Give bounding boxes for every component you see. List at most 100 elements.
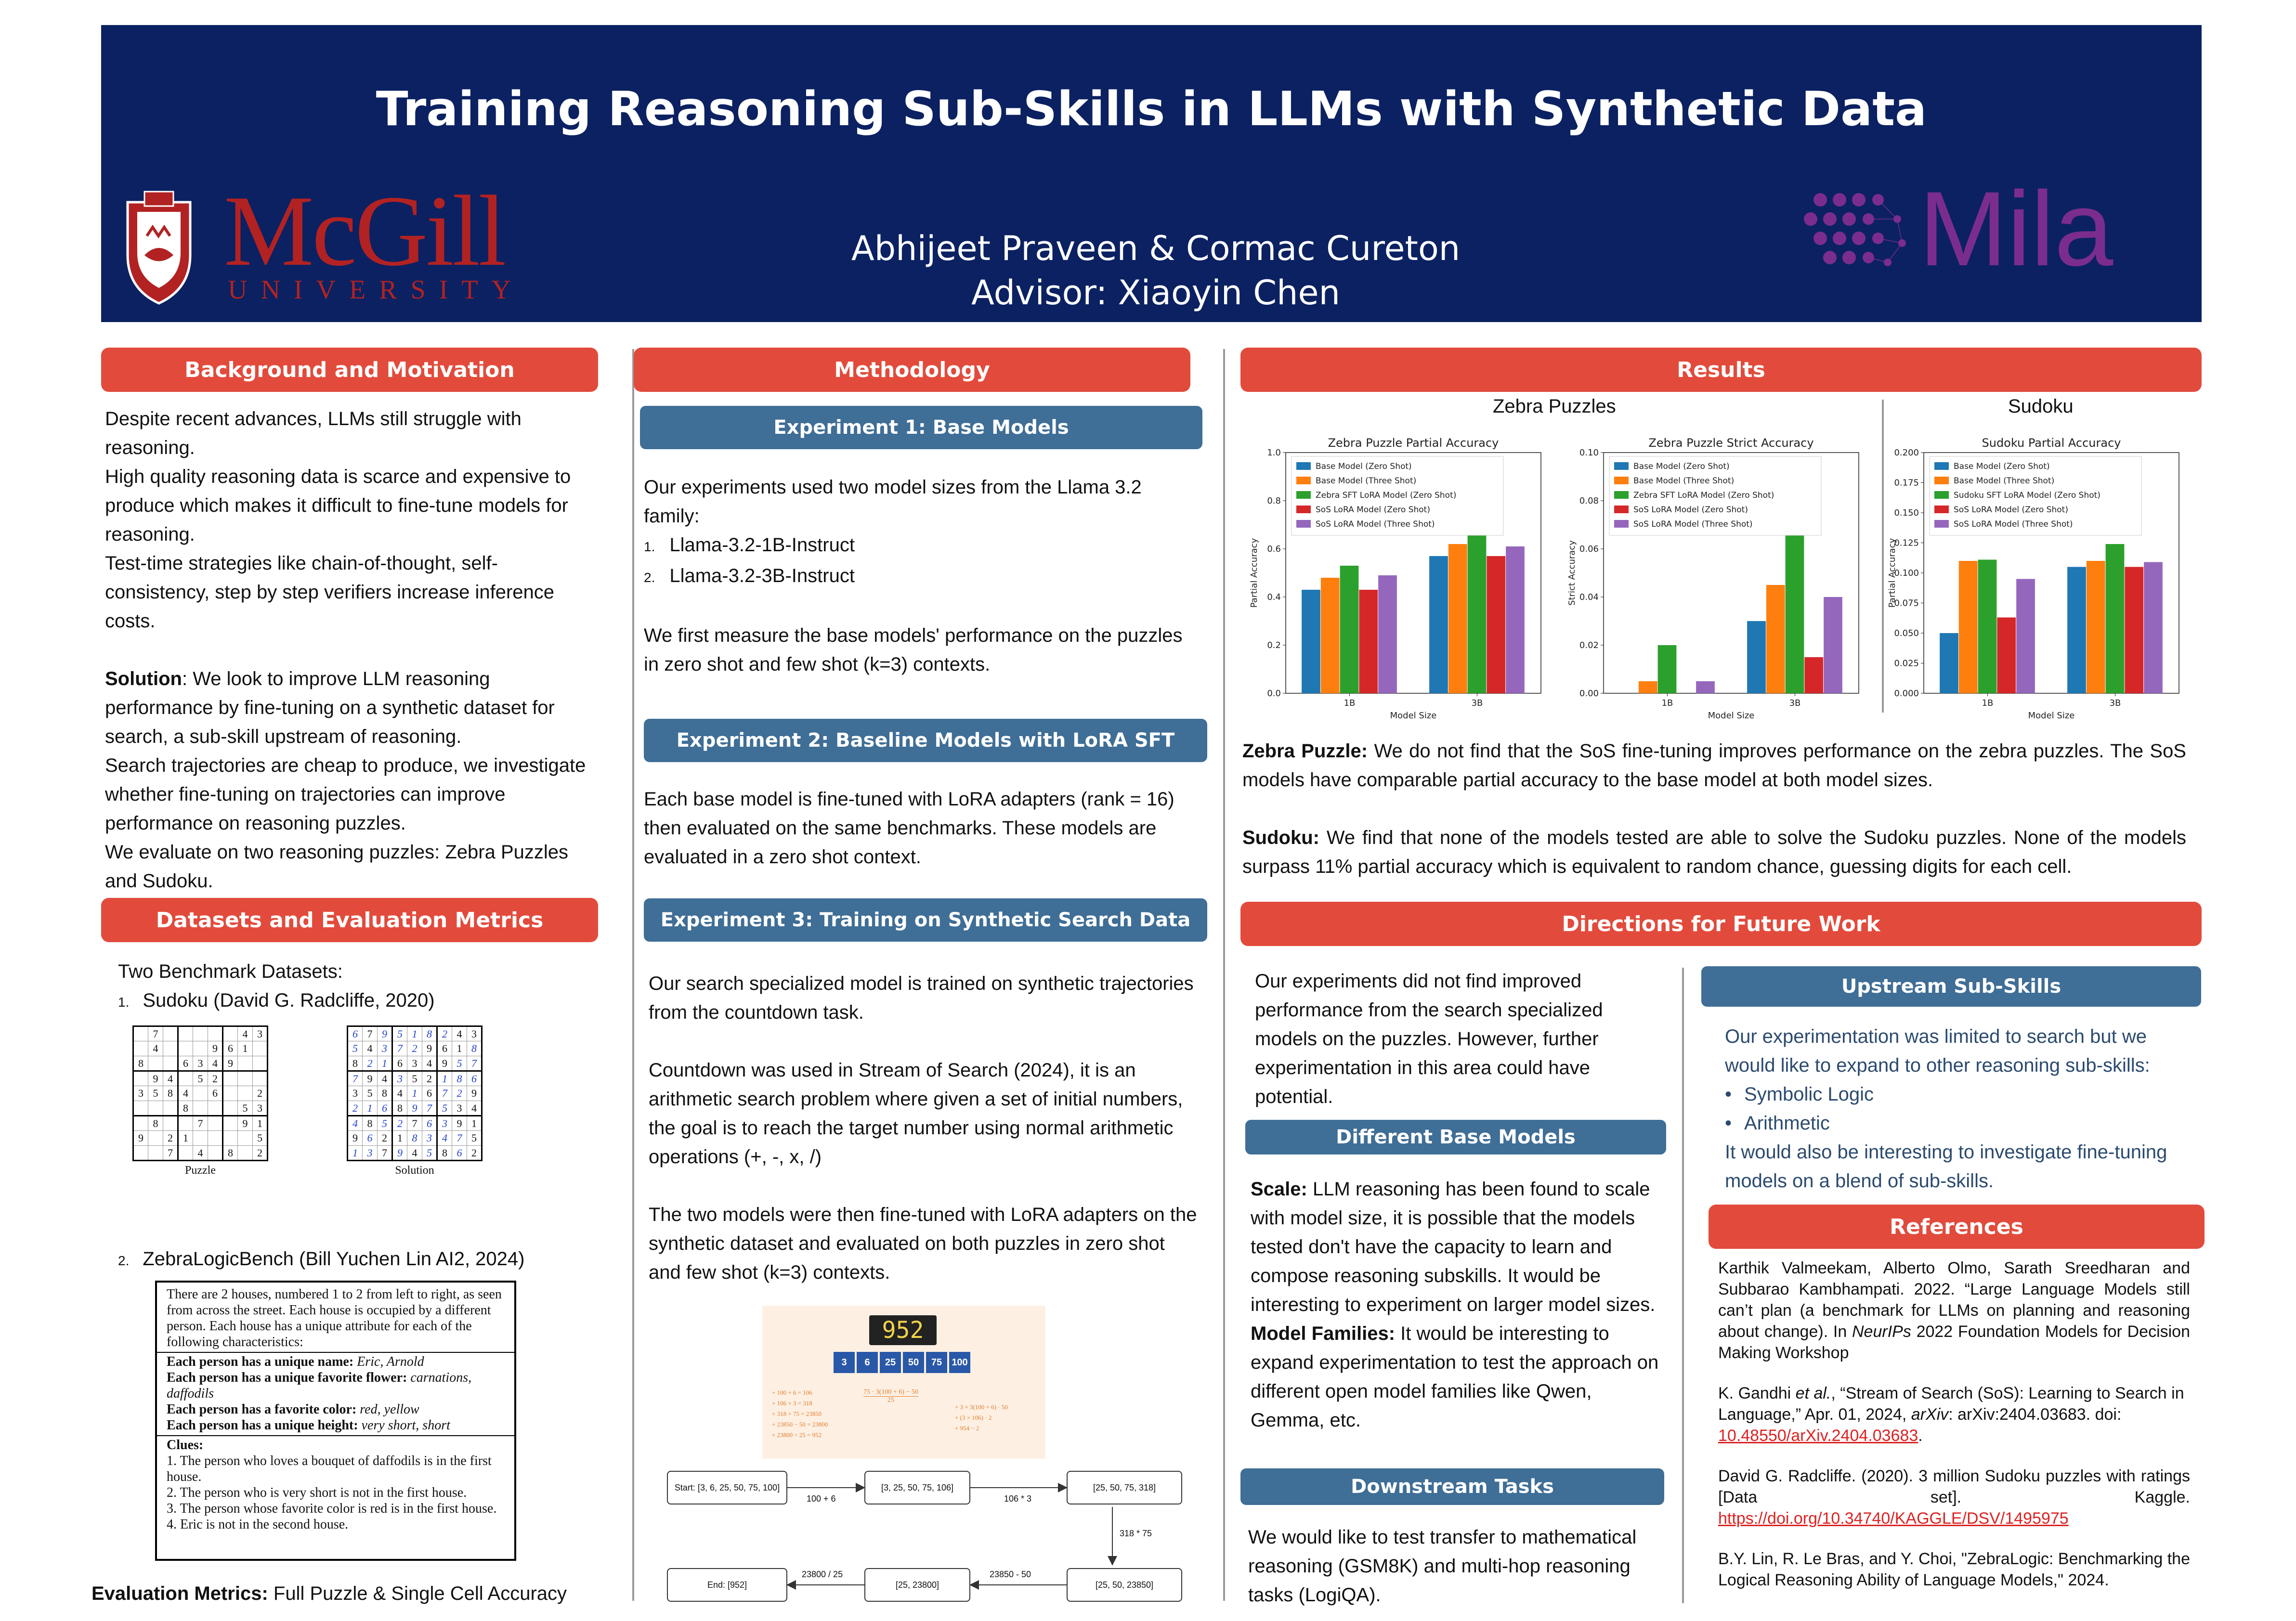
sudoku-cell xyxy=(237,1130,253,1146)
sudoku-cell: 7 xyxy=(148,1025,163,1041)
sudoku-cell: 3 xyxy=(362,1145,378,1161)
legend-frame xyxy=(1291,456,1504,536)
y-tick-label: 0.175 xyxy=(1894,478,1919,488)
reference-3-doi-link[interactable]: https://doi.org/10.34740/KAGGLE/DSV/1495… xyxy=(1718,1509,2069,1528)
y-tick-label: 0.00 xyxy=(1579,688,1599,699)
legend-entry: Sudoku SFT LoRA Model (Zero Shot) xyxy=(1954,491,2100,500)
sudoku-cell: 5 xyxy=(252,1130,268,1146)
sudoku-cell: 5 xyxy=(422,1145,438,1161)
sudoku-cell: 7 xyxy=(437,1086,452,1101)
countdown-step-line: + 100 + 6 = 106 xyxy=(772,1389,812,1396)
poster-title: Training Reasoning Sub-Skills in LLMs wi… xyxy=(376,82,1927,137)
sudoku-cell: 2 xyxy=(252,1145,268,1161)
sudoku-cell: 8 xyxy=(407,1130,422,1146)
zebra-attr-1: Each person has a unique name: Eric, Arn… xyxy=(167,1354,424,1369)
bar xyxy=(2125,567,2144,693)
exp3-p3: The two models were then fine-tuned with… xyxy=(649,1204,1197,1283)
chart-legend: Base Model (Zero Shot) Base Model (Three … xyxy=(1929,456,2142,536)
countdown-steps: + 100 + 6 = 106 + 106 × 3 = 318 + 318 + 75… xyxy=(772,1388,828,1440)
sudoku-cell xyxy=(237,1071,253,1086)
legend-swatch xyxy=(1614,520,1629,528)
sudoku-cell: 1 xyxy=(467,1115,483,1131)
sudoku-cell xyxy=(193,1041,208,1056)
countdown-number-tile: 25 xyxy=(880,1352,901,1373)
flow-node-3: [25, 50, 75, 318] xyxy=(1067,1471,1182,1504)
bar xyxy=(1824,597,1842,693)
y-tick-label: 0.100 xyxy=(1894,568,1919,578)
reference-2-doi-link[interactable]: 10.48550/arXiv.2404.03683 xyxy=(1718,1426,1918,1445)
sudoku-cell: 4 xyxy=(422,1056,438,1072)
chart-sudoku-partial-svg: Sudoku Partial Accuracy 0.000 0.025 0.050 0.… xyxy=(1887,436,2179,721)
legend-swatch xyxy=(1934,520,1949,528)
countdown-step-line: + 23800 ÷ 25 = 952 xyxy=(772,1431,822,1439)
sudoku-cell xyxy=(208,1130,223,1146)
x-tick-label: 3B xyxy=(1789,698,1801,708)
sudoku-cell xyxy=(222,1025,238,1041)
zebra-intro: There are 2 houses, numbered 1 to 2 from… xyxy=(167,1287,502,1349)
legend-swatch xyxy=(1934,477,1949,484)
sudoku-cell xyxy=(193,1025,208,1041)
bar xyxy=(1467,532,1487,693)
sudoku-cell: 4 xyxy=(237,1025,253,1041)
bar xyxy=(1506,546,1525,693)
sudoku-cell xyxy=(148,1130,163,1146)
sudoku-cell: 9 xyxy=(208,1041,223,1056)
flow-op-2: 106 * 3 xyxy=(1004,1494,1032,1504)
sudoku-cell: 5 xyxy=(362,1086,378,1101)
sudoku-cell xyxy=(222,1086,238,1101)
exp2-body: Each base model is fine-tuned with LoRA … xyxy=(644,789,1174,868)
dataset-item-zebra: 2. ZebraLogicBench (Bill Yuchen Lin AI2, … xyxy=(118,1248,525,1270)
sudoku-cell xyxy=(252,1056,268,1072)
flow-node-5: [25, 23800] xyxy=(864,1568,970,1602)
sudoku-cell xyxy=(178,1041,193,1056)
x-tick-label: 1B xyxy=(1344,698,1356,708)
mcgill-logo: McGill UNIVERSITY xyxy=(118,178,590,308)
sudoku-cell: 9 xyxy=(422,1041,438,1056)
sudoku-cell: 7 xyxy=(392,1041,407,1056)
sudoku-cell xyxy=(237,1145,253,1161)
bar xyxy=(1378,575,1397,693)
sudoku-cell: 3 xyxy=(437,1115,452,1131)
zebra-clue-2: 2. The person who is very short is not i… xyxy=(167,1485,467,1500)
x-tick-label: 3B xyxy=(1472,698,1483,708)
sudoku-cell xyxy=(163,1056,179,1072)
sudoku-cell: 8 xyxy=(452,1071,467,1086)
sudoku-cell xyxy=(252,1071,268,1086)
sudoku-cell: 3 xyxy=(467,1025,483,1041)
sudoku-cell: 6 xyxy=(347,1025,363,1041)
dataset-item-sudoku: 1. Sudoku (David G. Radcliffe, 2020) xyxy=(118,990,435,1011)
upstream-p1: Our experimentation was limited to searc… xyxy=(1725,1026,2150,1076)
background-p1: Despite recent advances, LLMs still stru… xyxy=(105,408,522,458)
legend-entry: Base Model (Three Shot) xyxy=(1954,476,2054,486)
column-divider-1 xyxy=(632,349,634,1601)
sudoku-cell: 4 xyxy=(148,1041,163,1056)
x-tick-label: 3B xyxy=(2110,698,2121,708)
bar xyxy=(1638,681,1657,693)
sudoku-cell: 1 xyxy=(347,1145,363,1161)
advisor: Advisor: Xiaoyin Chen xyxy=(971,273,1340,312)
legend-entry: SoS LoRA Model (Zero Shot) xyxy=(1316,505,1430,515)
base-models-body: Scale: LLM reasoning has been found to s… xyxy=(1251,1175,1670,1435)
legend-entry: SoS LoRA Model (Three Shot) xyxy=(1316,519,1435,529)
bar xyxy=(1657,645,1677,693)
exp1-item2: 2. Llama-3.2-3B-Instruct xyxy=(644,565,855,586)
sudoku-cell: 9 xyxy=(222,1056,238,1072)
sudoku-cell: 9 xyxy=(407,1101,422,1116)
sudoku-cell xyxy=(208,1025,223,1041)
y-tick-label: 0.8 xyxy=(1267,496,1281,506)
sudoku-cell: 5 xyxy=(193,1071,208,1086)
sudoku-cell xyxy=(163,1115,179,1131)
sudoku-cell: 7 xyxy=(452,1130,467,1146)
sudoku-cell: 2 xyxy=(377,1130,393,1146)
sudoku-cell: 7 xyxy=(377,1145,393,1161)
sudoku-cell: 8 xyxy=(362,1115,378,1131)
sudoku-cell: 6 xyxy=(222,1041,238,1056)
x-tick-label: 1B xyxy=(1662,698,1673,708)
y-tick-label: 0.2 xyxy=(1267,640,1281,650)
families-paragraph: Model Families: It would be interesting … xyxy=(1251,1323,1659,1431)
sudoku-cell: 2 xyxy=(392,1115,407,1131)
background-p6: We evaluate on two reasoning puzzles: Ze… xyxy=(105,842,569,892)
sudoku-cell: 8 xyxy=(163,1086,179,1101)
y-axis-label: Partial Accuracy xyxy=(1249,538,1259,608)
